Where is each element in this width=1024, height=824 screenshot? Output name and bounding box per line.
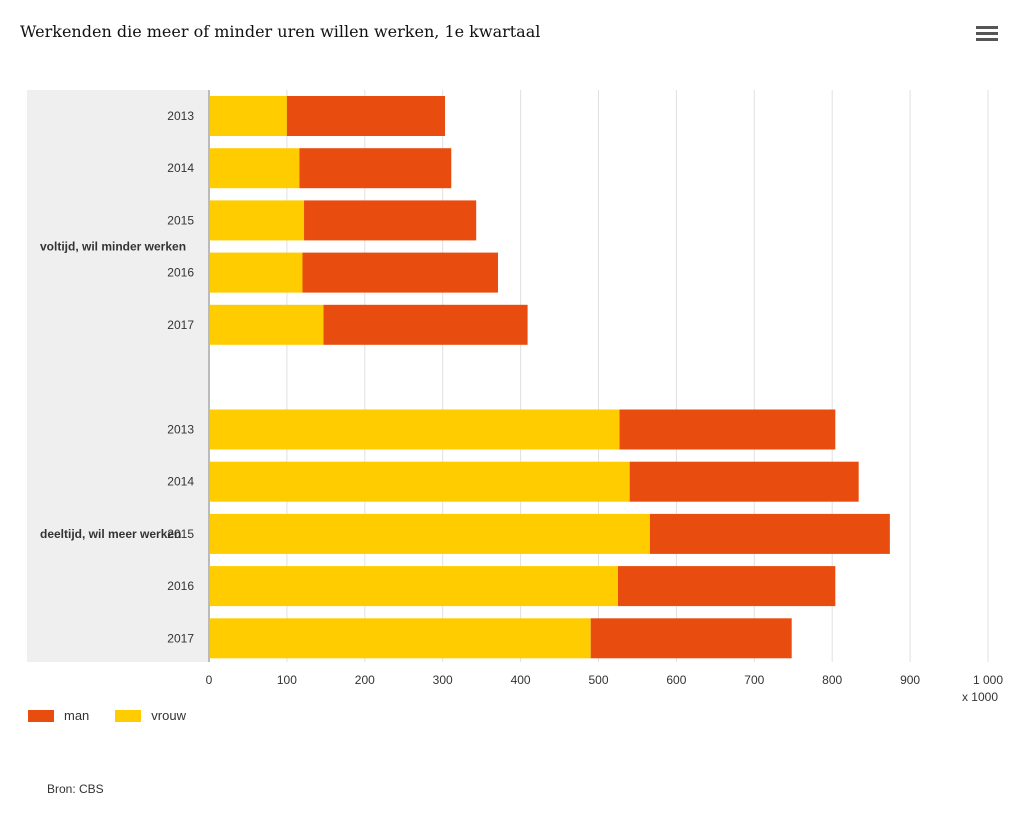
- category-label: 2016: [167, 266, 194, 280]
- bar-vrouw[interactable]: [209, 461, 630, 502]
- menu-line: [976, 32, 998, 35]
- bar-man[interactable]: [649, 513, 890, 554]
- x-tick-label: 500: [588, 673, 608, 687]
- bar-man[interactable]: [619, 409, 836, 450]
- bar-man[interactable]: [286, 96, 446, 136]
- bar-vrouw[interactable]: [209, 96, 287, 136]
- category-label: 2014: [167, 161, 194, 175]
- bar-vrouw[interactable]: [209, 148, 300, 189]
- category-label: 2016: [167, 579, 194, 593]
- category-label: 2015: [167, 527, 194, 541]
- x-tick-label: 300: [433, 673, 453, 687]
- hamburger-menu-icon[interactable]: [976, 26, 998, 46]
- unit-label: x 1000: [961, 690, 998, 704]
- legend-label-vrouw: vrouw: [151, 708, 186, 723]
- x-tick-label: 800: [822, 673, 842, 687]
- group-bands: [27, 90, 209, 662]
- group-label: deeltijd, wil meer werken: [40, 527, 181, 541]
- bar-vrouw[interactable]: [209, 566, 618, 607]
- legend: man vrouw: [28, 708, 212, 723]
- x-tick-label: 0: [206, 673, 213, 687]
- bars: [209, 96, 890, 659]
- category-label: 2013: [167, 423, 194, 437]
- bar-man[interactable]: [323, 304, 528, 345]
- category-labels: 2013 2014 2015 2016 2017 voltijd, wil minder …: [40, 109, 194, 645]
- group-label: voltijd, wil minder werken: [40, 239, 186, 253]
- legend-swatch-vrouw: [115, 709, 142, 722]
- x-tick-label: 700: [744, 673, 764, 687]
- source-note: Bron: CBS: [47, 782, 104, 796]
- menu-line: [976, 26, 998, 29]
- x-tick-label: 1 000: [973, 673, 1003, 687]
- bar-man[interactable]: [299, 148, 452, 189]
- x-axis: 0 100 200 300 400 500 600 700 800 900 1 000: [206, 90, 1003, 687]
- bar-man[interactable]: [617, 566, 836, 607]
- bar-man[interactable]: [590, 618, 792, 659]
- bar-vrouw[interactable]: [209, 618, 591, 659]
- category-label: 2017: [167, 318, 194, 332]
- category-band: [27, 90, 209, 662]
- bar-man[interactable]: [304, 200, 477, 241]
- category-label: 2015: [167, 213, 194, 227]
- bar-vrouw[interactable]: [209, 252, 303, 293]
- x-tick-label: 400: [511, 673, 531, 687]
- x-tick-label: 100: [277, 673, 297, 687]
- x-tick-label: 200: [355, 673, 375, 687]
- bar-man[interactable]: [629, 461, 859, 502]
- legend-item-man[interactable]: man: [28, 708, 89, 723]
- menu-line: [976, 38, 998, 41]
- legend-item-vrouw[interactable]: vrouw: [115, 708, 186, 723]
- legend-swatch-man: [28, 709, 54, 722]
- category-label: 2017: [167, 631, 194, 645]
- category-label: 2014: [167, 475, 194, 489]
- x-tick-label: 600: [666, 673, 686, 687]
- bar-vrouw[interactable]: [209, 409, 620, 450]
- legend-label-man: man: [64, 708, 90, 723]
- bar-chart: 2013 2014 2015 2016 2017 voltijd, wil minder …: [27, 90, 1003, 687]
- bar-vrouw[interactable]: [209, 304, 324, 345]
- x-tick-label: 900: [900, 673, 920, 687]
- chart-title: Werkenden die meer of minder uren willen…: [20, 22, 541, 41]
- bar-vrouw[interactable]: [209, 200, 305, 241]
- bar-vrouw[interactable]: [209, 513, 650, 554]
- category-label: 2013: [167, 109, 194, 123]
- bar-man[interactable]: [302, 252, 499, 293]
